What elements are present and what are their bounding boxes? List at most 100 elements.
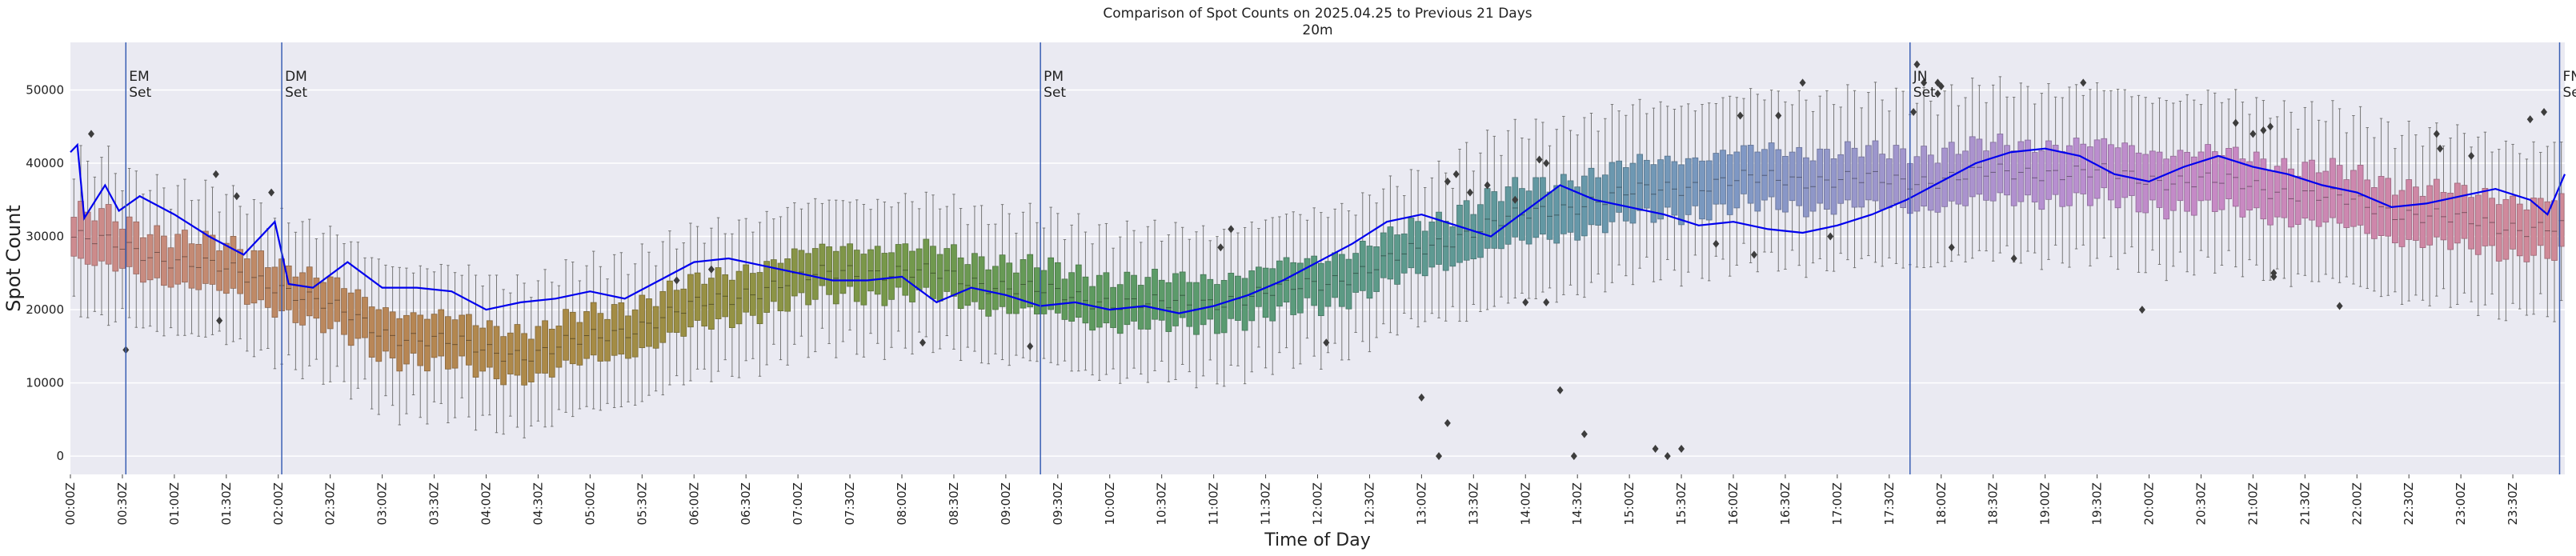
box-131 — [978, 205, 985, 364]
box-39 — [341, 243, 347, 382]
outlier-point — [1444, 177, 1451, 186]
box-37 — [327, 226, 334, 382]
box-body — [1657, 159, 1664, 220]
box-252 — [1817, 95, 1824, 259]
box-body — [1456, 205, 1463, 263]
box-305 — [2184, 94, 2190, 273]
box-body — [1948, 142, 1955, 202]
box-body — [438, 309, 445, 357]
box-body — [1290, 262, 1297, 315]
box-body — [1442, 221, 1449, 271]
box-body — [2392, 194, 2398, 244]
box-302 — [2163, 100, 2170, 282]
box-246 — [1775, 90, 1782, 272]
box-354 — [2523, 158, 2530, 316]
event-label: FN — [2563, 69, 2576, 85]
x-tick-label: 19:00Z — [2038, 482, 2053, 526]
box-body — [1324, 261, 1332, 307]
outlier-point — [233, 192, 240, 201]
box-body — [1068, 272, 1075, 322]
box-body — [258, 250, 264, 301]
x-tick-label: 04:00Z — [479, 482, 494, 526]
box-body — [133, 221, 140, 274]
outlier-point — [2336, 302, 2343, 310]
box-body — [2309, 159, 2315, 221]
box-body — [826, 246, 832, 295]
box-291 — [2087, 89, 2093, 266]
box-284 — [2038, 93, 2045, 270]
box-body — [805, 253, 811, 306]
box-9 — [133, 170, 140, 328]
box-190 — [1387, 175, 1394, 334]
box-304 — [2177, 100, 2184, 253]
box-body — [1020, 259, 1027, 309]
box-136 — [1012, 233, 1020, 356]
x-axis-ticks: 00:00Z 00:30Z 01:00Z 01:30Z 02:00Z 02:30Z 03:0… — [63, 474, 2520, 526]
outlier-point — [2526, 115, 2534, 124]
box-115 — [867, 209, 874, 334]
box-body — [2232, 146, 2239, 207]
box-body — [2281, 158, 2288, 218]
box-body — [174, 234, 182, 285]
box-208 — [1512, 118, 1519, 298]
box-body — [604, 318, 611, 362]
box-150 — [1110, 247, 1116, 370]
box-body — [486, 320, 493, 368]
box-body — [1172, 273, 1179, 326]
box-body — [383, 307, 389, 352]
box-body — [847, 243, 853, 287]
box-89 — [687, 222, 694, 382]
x-tick-label: 02:30Z — [323, 482, 338, 526]
box-77 — [604, 278, 611, 404]
box-body — [70, 217, 78, 257]
box-60 — [486, 274, 493, 416]
box-body — [874, 246, 881, 295]
box-276 — [1983, 102, 1989, 252]
outlier-point — [1217, 243, 1224, 252]
box-45 — [383, 264, 389, 397]
box-body — [1921, 146, 1927, 207]
box-195 — [1421, 186, 1428, 322]
box-172 — [1262, 219, 1269, 369]
outlier-point — [1678, 444, 1685, 453]
box-236 — [1705, 102, 1713, 282]
outlier-point — [1323, 338, 1330, 347]
box-body — [216, 250, 223, 291]
box-340 — [2426, 127, 2434, 306]
box-body — [1934, 162, 1941, 213]
y-tick-label: 40000 — [26, 156, 64, 170]
box-264 — [1900, 90, 1906, 269]
box-52 — [431, 271, 438, 402]
box-body — [1560, 174, 1567, 234]
box-348 — [2482, 131, 2489, 306]
box-body — [1380, 232, 1387, 278]
box-body — [431, 314, 438, 358]
box-253 — [1824, 90, 1830, 271]
box-body — [936, 254, 943, 302]
box-13 — [161, 187, 167, 337]
box-328 — [2343, 132, 2350, 278]
box-206 — [1498, 154, 1504, 298]
box-167 — [1228, 228, 1235, 366]
box-body — [1415, 221, 1421, 274]
box-body — [1761, 149, 1768, 201]
event-label: JN — [1913, 69, 1928, 85]
box-203 — [1477, 152, 1484, 313]
box-132 — [985, 224, 992, 365]
box-76 — [597, 266, 604, 411]
box-body — [915, 248, 923, 290]
box-body — [1048, 257, 1055, 310]
box-body — [1214, 284, 1220, 334]
box-65 — [521, 282, 527, 438]
x-tick-label: 22:00Z — [2350, 482, 2364, 526]
box-254 — [1830, 104, 1837, 272]
box-body — [618, 302, 625, 355]
box-224 — [1622, 114, 1629, 277]
box-34 — [306, 218, 313, 366]
box-body — [1616, 160, 1623, 213]
box-63 — [507, 292, 514, 417]
box-218 — [1580, 117, 1588, 298]
box-body — [2474, 194, 2482, 255]
box-335 — [2392, 148, 2398, 293]
